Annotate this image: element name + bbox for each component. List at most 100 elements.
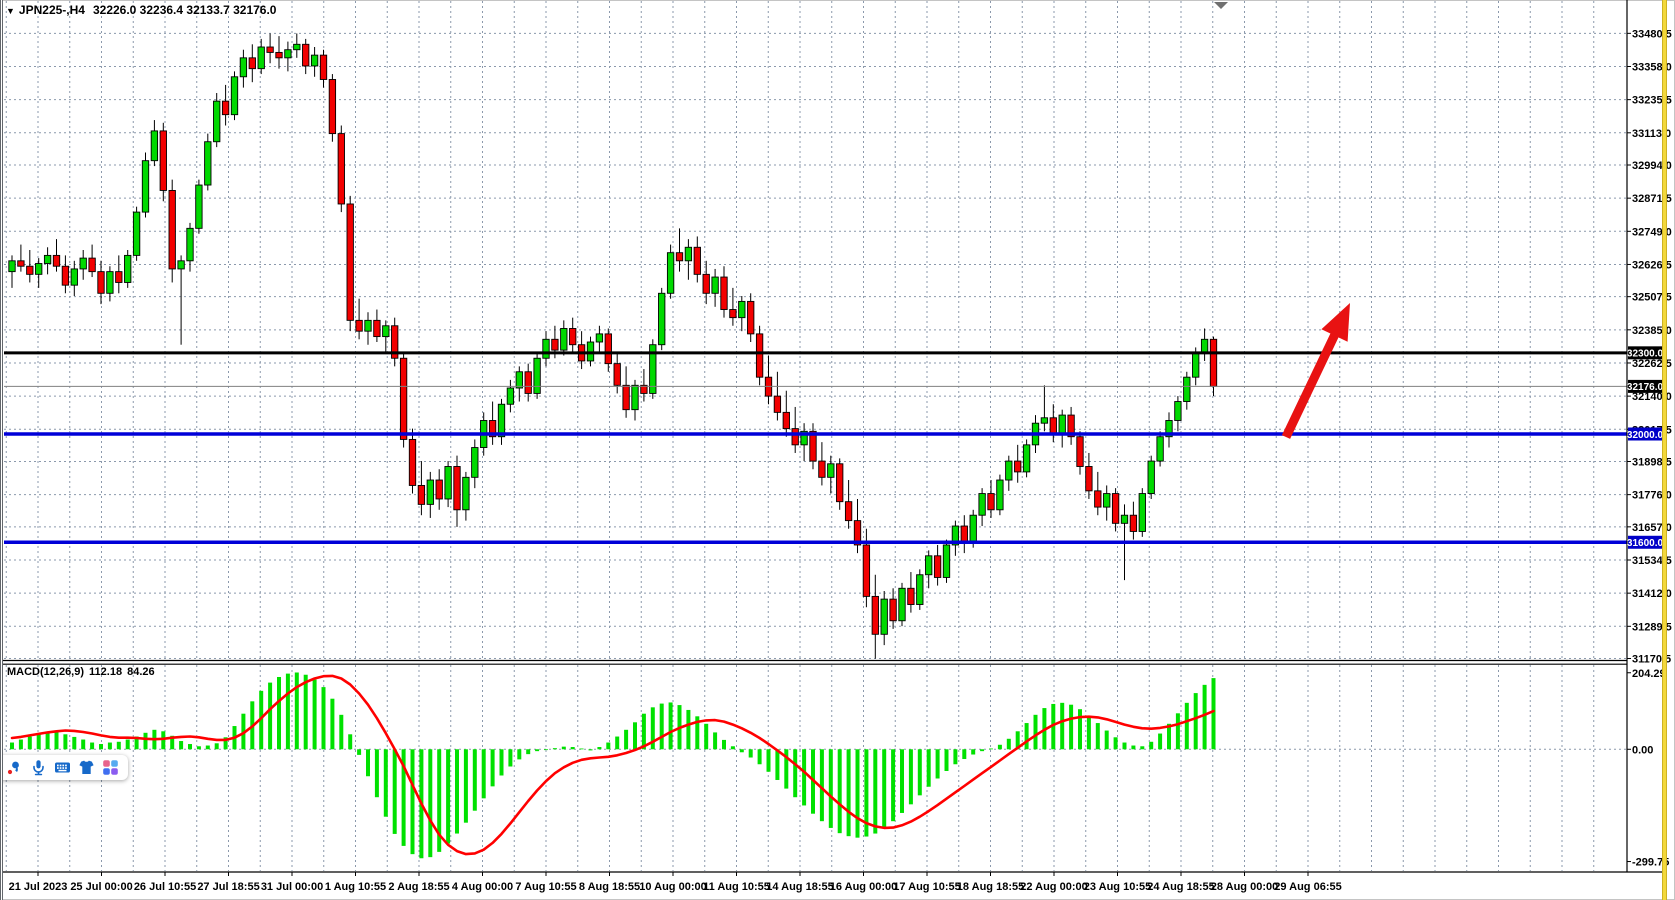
chart-title-bar: ▼ JPN225-,H4 32226.0 32236.4 32133.7 32176… [6, 3, 276, 17]
candle-down [159, 130, 167, 191]
candle-up [942, 544, 951, 578]
macd-histogram-bar [36, 734, 41, 750]
price-axis-label: 31534.5 [1632, 555, 1672, 567]
candle-up [560, 328, 568, 351]
candle-up [364, 319, 372, 332]
price-axis-label: 32994.0 [1632, 160, 1672, 172]
yellow-strip [1662, 0, 1667, 900]
candle-down [26, 265, 34, 275]
candle-down [889, 598, 897, 622]
macd-histogram-bar [855, 749, 860, 838]
macd-name: MACD(12,26,9) [7, 666, 85, 678]
macd-histogram-bar [143, 732, 148, 750]
macd-histogram-bar [579, 748, 584, 750]
candle-down [399, 357, 408, 440]
macd-histogram-bar [837, 749, 842, 834]
candle-down [524, 371, 532, 394]
candle-down [862, 544, 871, 597]
macd-histogram-bar [179, 741, 184, 750]
macd-histogram-bar [971, 749, 976, 755]
candle-down [907, 587, 915, 605]
app-grid-icon[interactable] [102, 759, 119, 776]
candle-up [684, 246, 693, 262]
candle-up [497, 403, 506, 438]
candle-down [613, 363, 621, 386]
candle-down [836, 463, 844, 503]
candle-up [230, 76, 239, 116]
macd-histogram-bar [962, 749, 967, 760]
price-badge-label: 32300.0 [1627, 349, 1664, 360]
annotations[interactable] [1281, 303, 1350, 439]
macd-histogram-bar [374, 749, 379, 798]
candle-up [506, 387, 515, 405]
macd-histogram-bar [1211, 678, 1216, 750]
microphone-icon[interactable] [30, 759, 47, 776]
price-axis-label: 32385.0 [1632, 325, 1672, 337]
macd-histogram-bar [1175, 713, 1180, 750]
macd-histogram-bar [659, 703, 664, 750]
macd-histogram-bar [722, 739, 726, 750]
candle-down [675, 252, 684, 262]
candle-down [853, 520, 862, 546]
candle-up [444, 466, 452, 500]
time-axis-label: 14 Aug 18:55 [766, 881, 833, 893]
macd-histogram-bar [1033, 714, 1038, 750]
macd-histogram-bar [99, 744, 103, 750]
macd-histogram-bar [472, 749, 477, 811]
candle-up [996, 479, 1004, 511]
price-badge [1628, 379, 1662, 393]
macd-histogram-bar [561, 746, 566, 750]
pointer-icon[interactable] [6, 759, 23, 776]
keyboard-icon[interactable] [54, 759, 71, 776]
tshirt-icon[interactable] [78, 759, 95, 776]
macd-histogram-bar [161, 731, 166, 750]
macd-histogram-bar [775, 749, 780, 780]
candle-down [702, 273, 710, 294]
macd-histogram-bar [1140, 746, 1145, 750]
candle-up [951, 525, 960, 546]
candle-up [8, 260, 16, 273]
chart-dropdown-icon[interactable]: ▼ [6, 6, 15, 16]
macd-histogram-bar [170, 735, 175, 750]
time-axis-label: 26 Jul 10:55 [134, 881, 196, 893]
candle-down [693, 246, 701, 275]
time-axis-label: 4 Aug 00:00 [452, 881, 513, 893]
chart-shift-marker[interactable] [1214, 2, 1228, 9]
macd-histogram-bar [917, 749, 922, 796]
macd-histogram-bar [926, 749, 931, 787]
candle-down [302, 43, 310, 67]
candle-down [569, 328, 577, 346]
macd-histogram-bar [953, 749, 958, 765]
candle-down [1014, 460, 1022, 473]
candle-down [488, 420, 497, 438]
macd-histogram-bar [1060, 702, 1065, 750]
macd-histogram-bar [490, 749, 495, 787]
level-lines[interactable] [4, 351, 1627, 545]
candle-up [925, 555, 933, 576]
time-axis-label: 18 Aug 18:55 [957, 881, 1024, 893]
macd-histogram-bar [1158, 733, 1163, 750]
macd-histogram-bar [766, 749, 771, 772]
macd-histogram-bar [891, 749, 896, 822]
macd-histogram-bar [882, 749, 887, 828]
up-arrow-annotation[interactable] [1281, 303, 1350, 439]
candle-up [898, 587, 906, 622]
macd-histogram-bar [935, 749, 940, 779]
candle-down [1067, 414, 1075, 438]
macd-histogram-bar [784, 749, 789, 789]
candle-down [408, 438, 417, 486]
candle-down [755, 333, 764, 378]
macd-histogram-bar [268, 682, 273, 750]
candle-up [213, 100, 221, 143]
macd-histogram-bar [446, 749, 451, 844]
time-axis-label: 7 Aug 10:55 [515, 881, 576, 893]
macd-histogram-bar [819, 749, 824, 822]
macd-histogram-bar [410, 749, 415, 855]
time-axis-label: 16 Aug 00:00 [830, 881, 897, 893]
candle-up [70, 268, 78, 286]
macd-histogram-bar [1104, 730, 1109, 750]
macd-histogram-bar [303, 674, 308, 750]
macd-histogram-bar [107, 742, 112, 750]
price-axis-label: 32140.0 [1632, 391, 1672, 403]
